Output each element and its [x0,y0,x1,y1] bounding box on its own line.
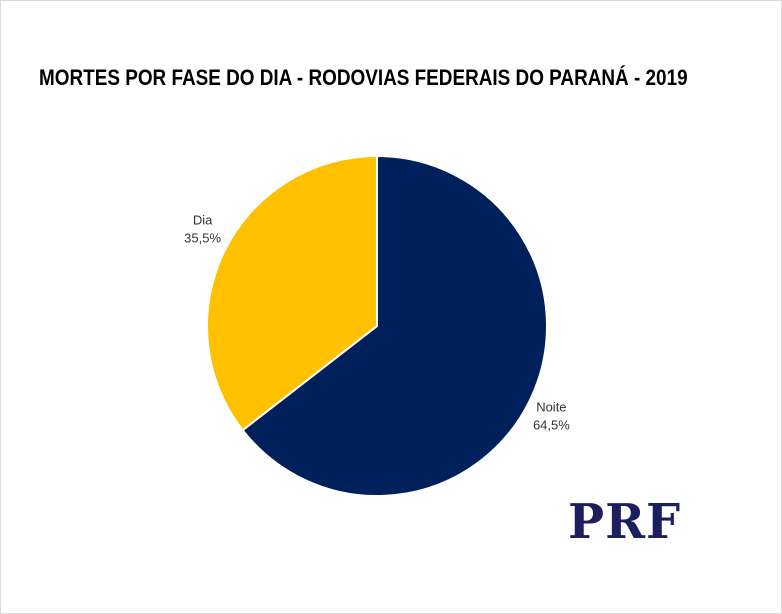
chart-title: MORTES POR FASE DO DIA - RODOVIAS FEDERA… [39,65,688,90]
slice-value-noite: 64,5% [533,417,570,432]
prf-logo: PRF [568,494,682,550]
slice-label-noite: Noite [536,399,566,414]
pie-slice-dia [206,154,378,432]
pie-slice-noite [241,154,548,497]
slice-value-dia: 35,5% [184,231,221,246]
slice-label-dia: Dia [193,213,213,228]
